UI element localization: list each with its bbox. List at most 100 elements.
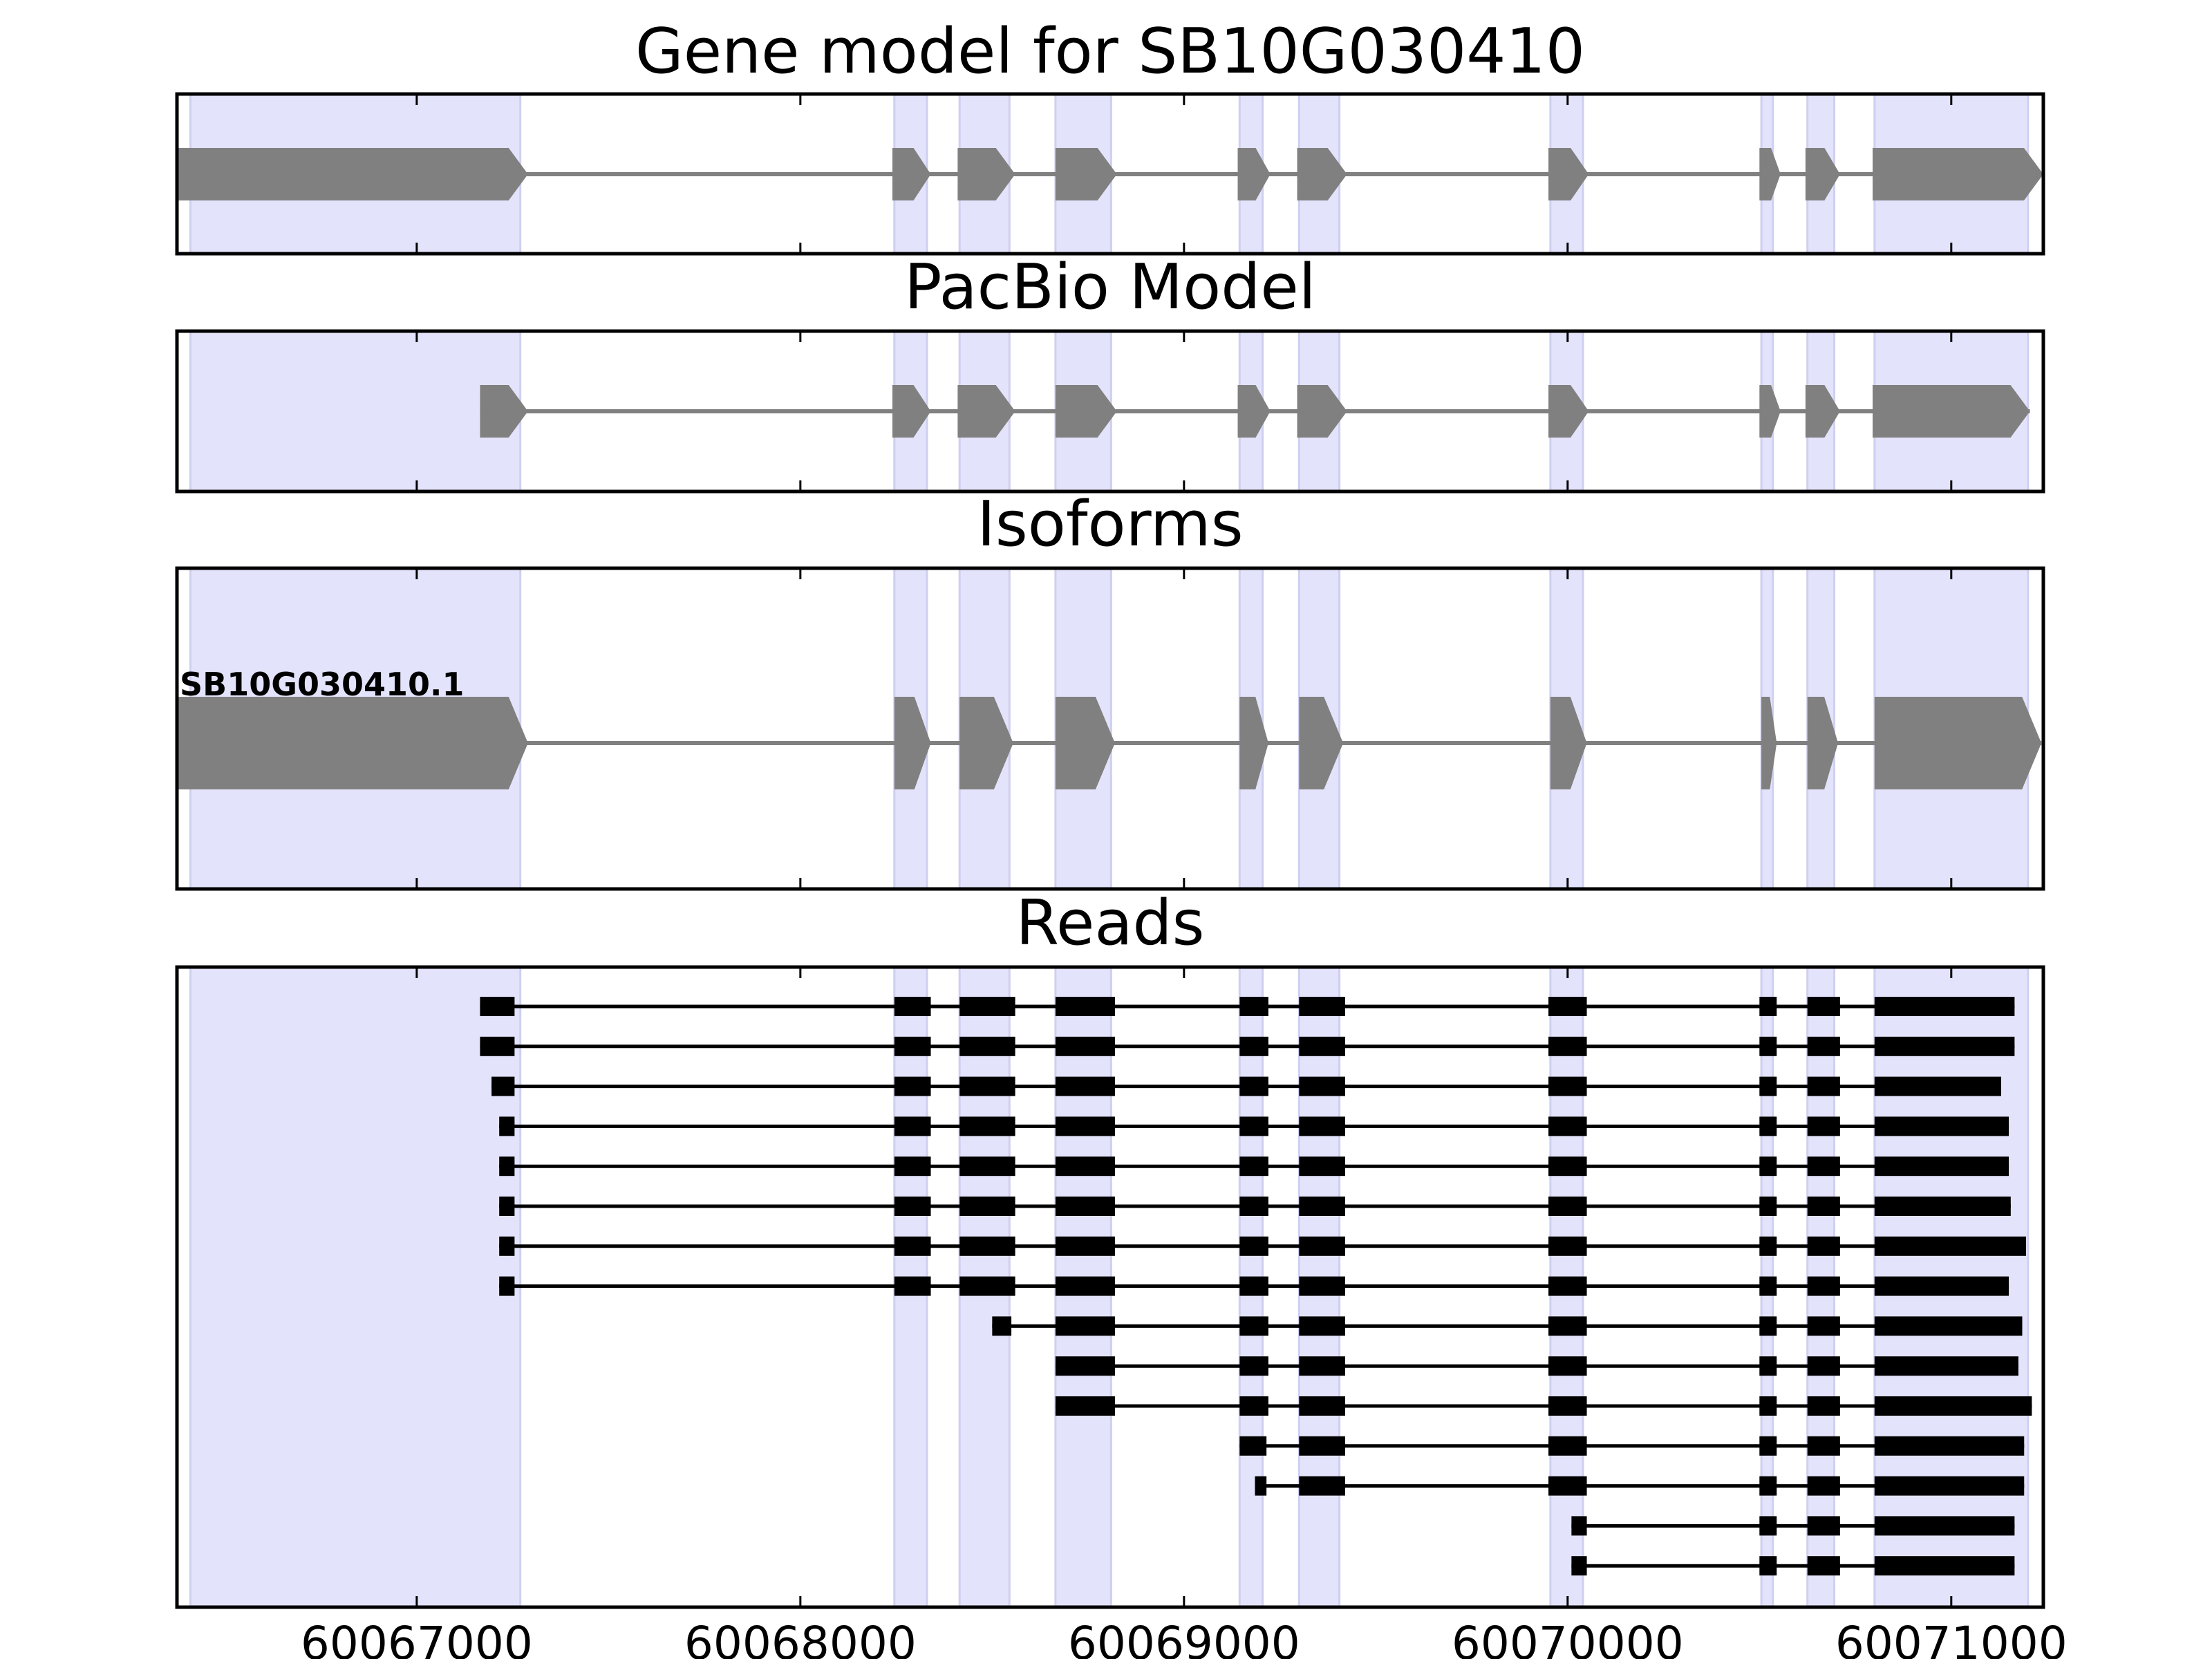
read-exon	[959, 1197, 1015, 1216]
read-exon	[1807, 1036, 1840, 1056]
axes-frame	[175, 965, 2045, 1609]
exon-arrow	[1805, 148, 1840, 200]
exon-arrow	[1055, 697, 1115, 789]
panel-title: Isoforms	[977, 488, 1243, 561]
read-exon	[1299, 1316, 1345, 1336]
read-exon	[1548, 1276, 1587, 1296]
read-exon	[1239, 1076, 1268, 1096]
read-exon	[1759, 1316, 1777, 1336]
read-exon	[1548, 1396, 1587, 1416]
read-exon	[1874, 1156, 2009, 1177]
read-exon	[1807, 1156, 1840, 1177]
read-exon	[1299, 1396, 1345, 1416]
transcript-row: SB10G030410.1	[177, 666, 2042, 789]
read-row	[499, 1236, 2027, 1256]
read-exon	[1874, 1476, 2025, 1496]
panel-4: Reads	[175, 887, 2045, 1609]
read-exon	[1807, 1197, 1840, 1216]
x-tick-label: 60068000	[684, 1617, 917, 1659]
exon-arrow	[1237, 385, 1271, 438]
read-exon	[1759, 1356, 1777, 1376]
read-exon	[1759, 1036, 1777, 1056]
axes-frame	[175, 92, 2045, 256]
read-exon	[1807, 1276, 1840, 1296]
read-exon	[1239, 1316, 1268, 1336]
read-exon	[1299, 1476, 1345, 1496]
read-exon	[959, 1036, 1015, 1056]
exon-arrow	[1807, 697, 1839, 789]
exon-arrow	[1759, 385, 1781, 438]
exon-arrow	[1548, 148, 1589, 200]
read-exon	[1299, 997, 1345, 1016]
read-row	[499, 1116, 2009, 1136]
read-row	[1255, 1476, 2025, 1496]
read-exon	[992, 1316, 1012, 1336]
read-exon	[1548, 1236, 1587, 1256]
read-exon	[1874, 1556, 2015, 1576]
read-exon	[1299, 1197, 1345, 1216]
read-exon	[1571, 1516, 1587, 1536]
read-exon	[1759, 1156, 1777, 1177]
read-exon	[959, 1276, 1015, 1296]
exon-arrow	[959, 697, 1013, 789]
read-exon	[499, 1236, 515, 1256]
exon-arrow	[1299, 697, 1344, 789]
exon-arrow	[177, 148, 528, 200]
exon-arrow	[892, 148, 931, 200]
x-tick-label: 60067000	[301, 1617, 533, 1659]
read-exon	[1874, 1036, 2015, 1056]
exon-arrow	[1759, 148, 1781, 200]
isoform-label: SB10G030410.1	[180, 666, 464, 703]
exon-arrow	[957, 385, 1015, 438]
read-exon	[1055, 1156, 1115, 1177]
exon-arrow	[480, 385, 528, 438]
panel-1: Gene model for SB10G030410	[175, 15, 2045, 256]
read-exon	[1055, 1236, 1115, 1256]
read-exon	[1239, 1396, 1268, 1416]
read-exon	[1255, 1476, 1267, 1496]
transcript-row	[480, 385, 2030, 438]
read-row	[480, 1036, 2015, 1056]
read-exon	[1548, 1436, 1587, 1456]
read-exon	[1548, 997, 1587, 1016]
read-exon	[1055, 997, 1115, 1016]
read-exon	[1874, 1197, 2011, 1216]
exon-arrow	[1055, 148, 1117, 200]
read-exon	[894, 1236, 931, 1256]
read-exon	[1807, 1476, 1840, 1496]
read-exon	[1759, 1396, 1777, 1416]
x-tick-label: 60069000	[1068, 1617, 1300, 1659]
read-exon	[1299, 1436, 1345, 1456]
exon-arrow	[177, 697, 528, 789]
read-exon	[1239, 1356, 1268, 1376]
read-exon	[1055, 1116, 1115, 1136]
axes-frame	[175, 329, 2045, 494]
read-row	[992, 1316, 2023, 1336]
exon-arrow	[1550, 697, 1587, 789]
read-exon	[894, 1116, 931, 1136]
read-exon	[1807, 1316, 1840, 1336]
read-exon	[499, 1116, 515, 1136]
read-exon	[1759, 1436, 1777, 1456]
read-exon	[1548, 1076, 1587, 1096]
read-row	[491, 1076, 2001, 1096]
read-row	[1055, 1356, 2018, 1376]
panel-3: Isoforms SB10G030410.1	[175, 488, 2045, 891]
exon-band	[189, 330, 522, 493]
read-exon	[1759, 1236, 1777, 1256]
read-row	[1055, 1396, 2032, 1416]
exon-arrow	[1239, 697, 1268, 789]
exon-arrow	[894, 697, 931, 789]
read-exon	[499, 1197, 515, 1216]
read-exon	[1807, 1076, 1840, 1096]
read-exon	[1874, 1356, 2018, 1376]
read-exon	[1239, 1197, 1268, 1216]
read-exon	[1807, 997, 1840, 1016]
read-exon	[894, 1076, 931, 1096]
read-exon	[1055, 1316, 1115, 1336]
read-exon	[959, 1236, 1015, 1256]
exon-arrow	[1237, 148, 1271, 200]
read-exon	[1299, 1356, 1345, 1376]
read-exon	[1759, 997, 1777, 1016]
read-exon	[1548, 1476, 1587, 1496]
